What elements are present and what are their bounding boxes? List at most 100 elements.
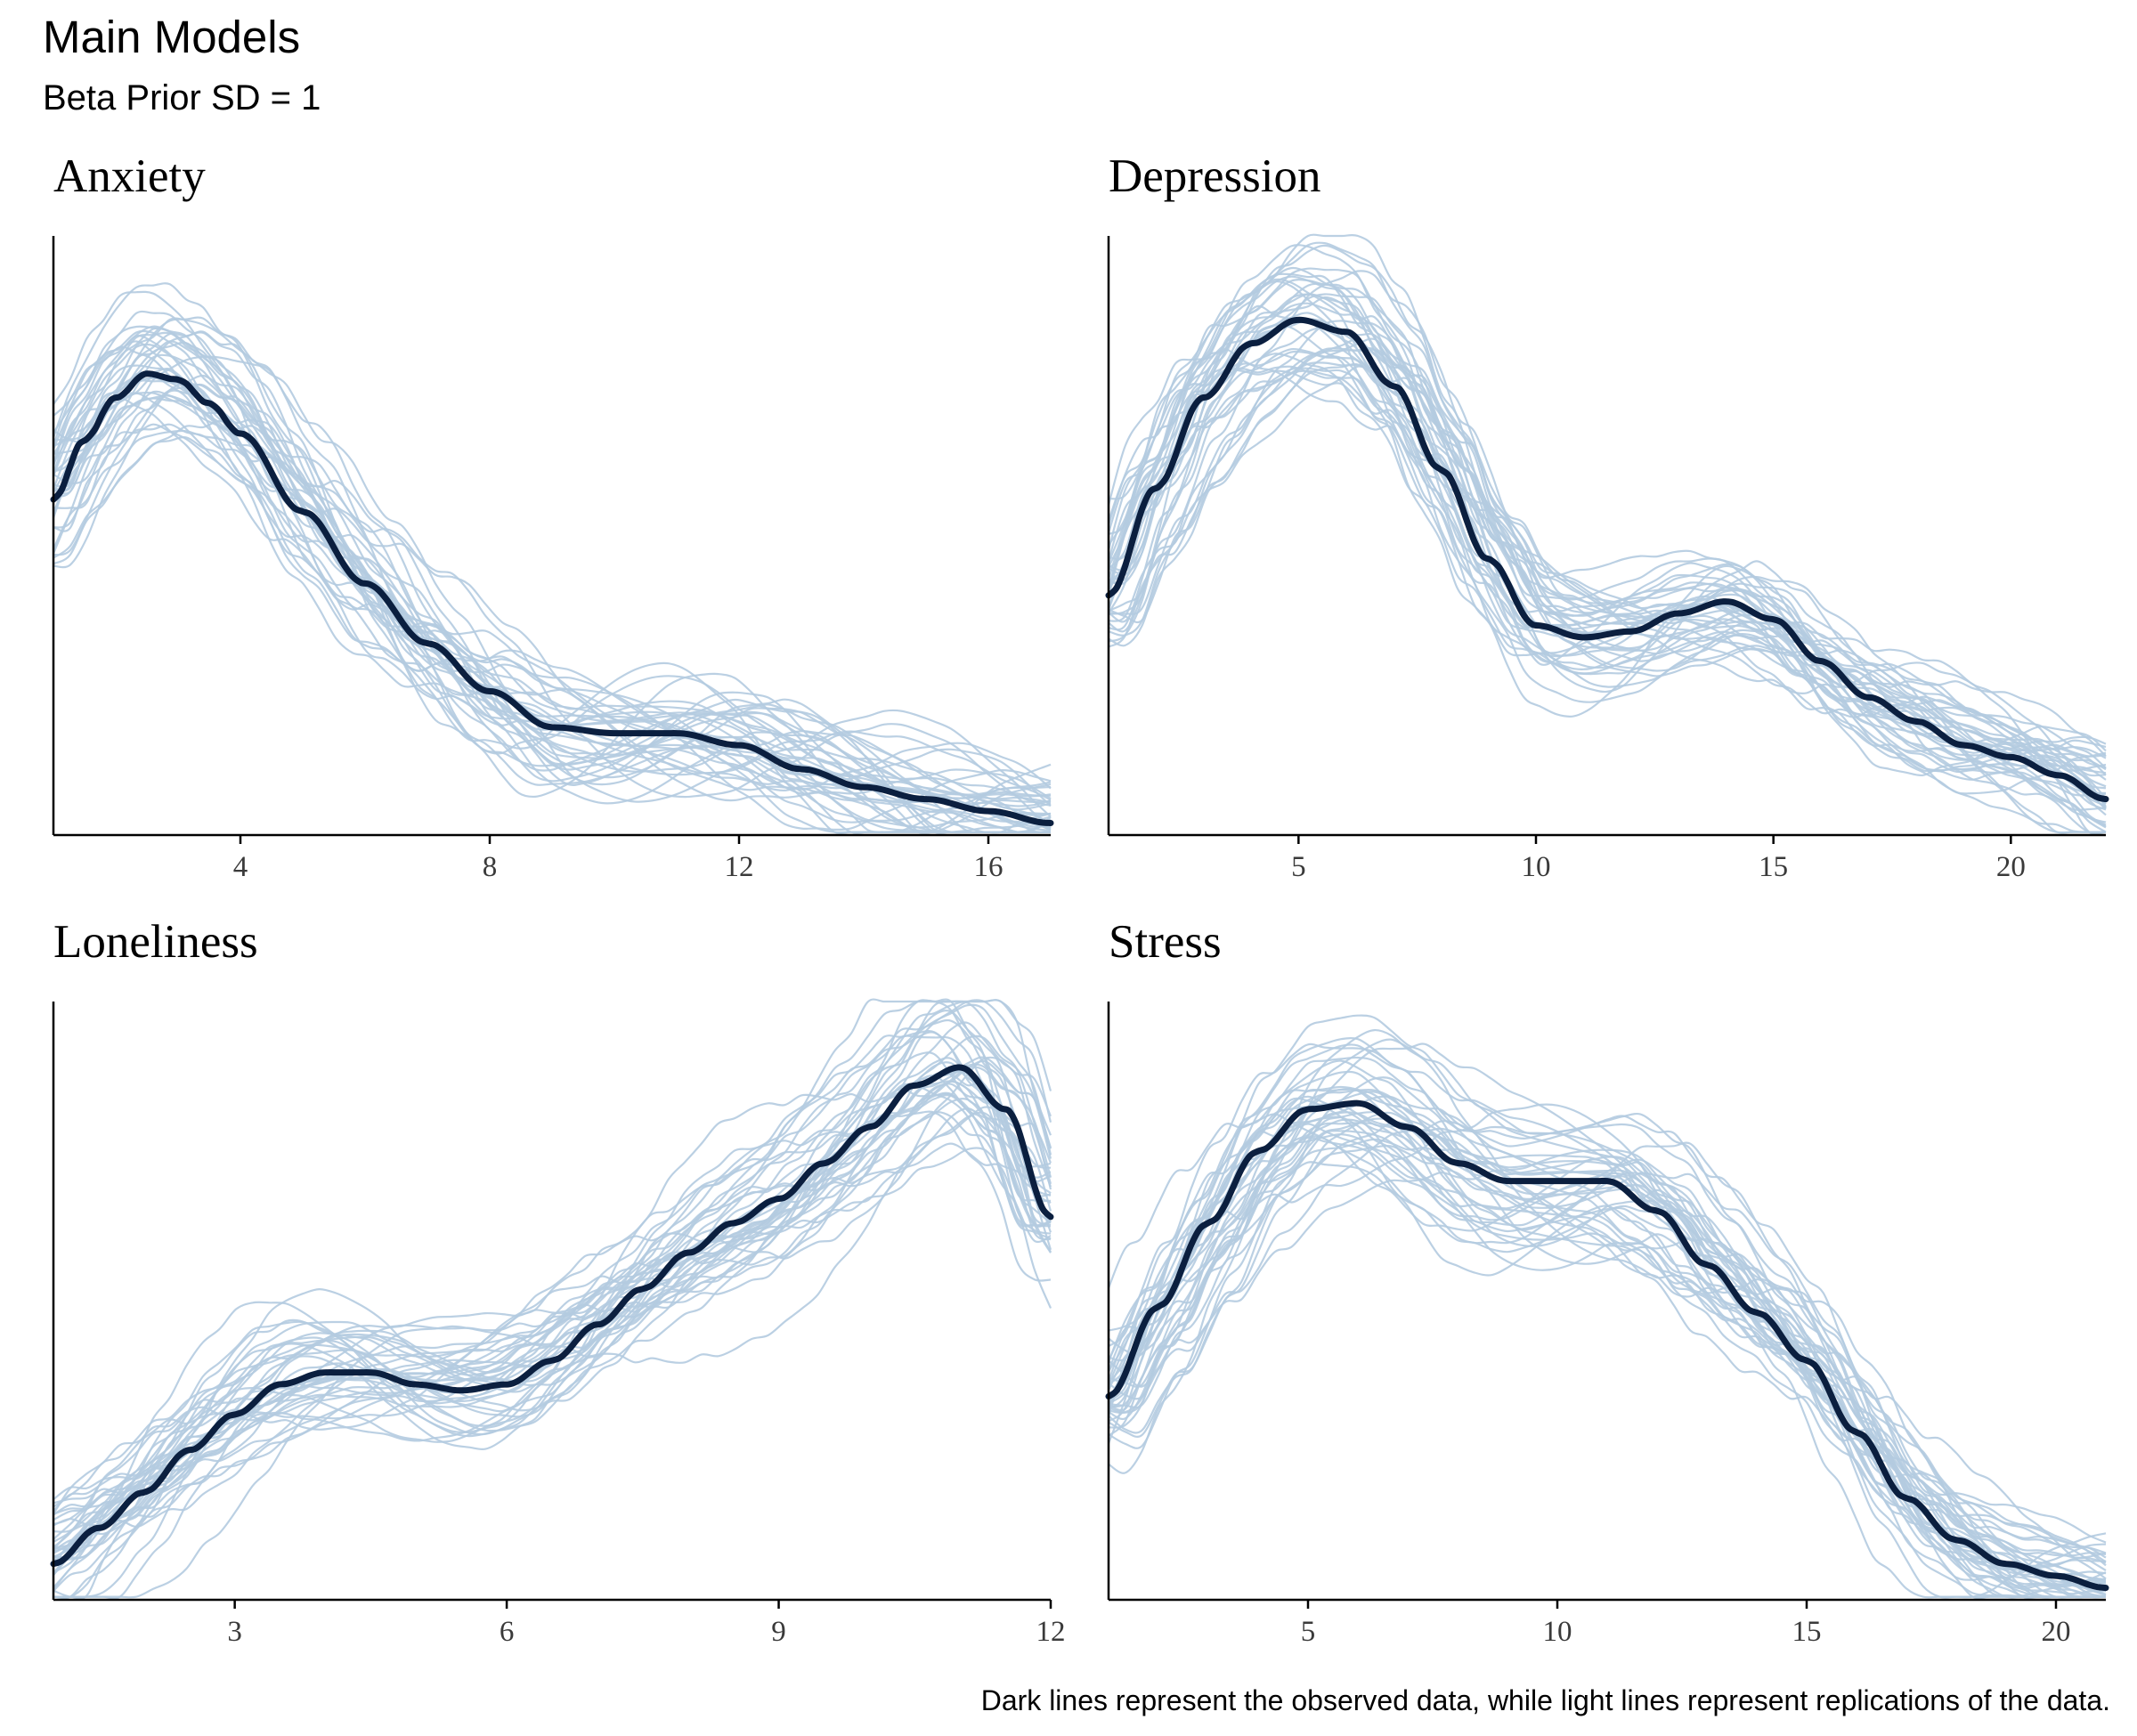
- replication-line: [1108, 1095, 2107, 1599]
- replication-line: [1108, 1138, 2107, 1588]
- replication-line: [53, 1080, 1052, 1543]
- replication-line: [1108, 347, 2107, 799]
- replication-line: [52, 329, 1052, 831]
- replication-line: [1108, 338, 2107, 829]
- replication-line: [1108, 1076, 2107, 1590]
- figure-caption: Dark lines represent the observed data, …: [980, 1684, 2110, 1716]
- x-tick-label: 16: [974, 851, 1003, 883]
- replication-line: [53, 1142, 1052, 1568]
- replication-line: [1107, 1132, 2107, 1581]
- replication-line: [53, 1071, 1052, 1521]
- replication-line: [1108, 293, 2107, 802]
- replication-line: [1107, 348, 2107, 758]
- replication-line: [53, 353, 1052, 829]
- replication-line: [1108, 1091, 2107, 1567]
- replication-line: [1108, 1161, 2107, 1581]
- observed-line: [1105, 1099, 2109, 1592]
- replication-line: [53, 1057, 1052, 1515]
- replication-line: [52, 379, 1052, 803]
- observed-line: [50, 370, 1054, 826]
- replication-line: [1107, 278, 2107, 795]
- replication-line: [53, 1010, 1052, 1577]
- replication-line: [1108, 337, 2106, 834]
- replication-line: [53, 355, 1052, 831]
- replication-line: [53, 331, 1051, 834]
- replication-line: [1108, 326, 2107, 769]
- x-tick-label: 15: [1759, 851, 1788, 883]
- replication-line: [53, 1083, 1052, 1592]
- replication-line: [1108, 1038, 2107, 1595]
- replication-line: [1108, 1121, 2107, 1599]
- replication-line: [1108, 1042, 2107, 1571]
- replication-line: [53, 1051, 1052, 1508]
- x-tick-label: 10: [1543, 1616, 1572, 1648]
- replication-line: [1108, 267, 2107, 807]
- replication-line: [1108, 244, 2107, 758]
- replication-line: [1107, 275, 2107, 790]
- x-tick-label: 20: [2042, 1616, 2071, 1648]
- replication-line: [53, 1106, 1052, 1562]
- replication-line: [1108, 1095, 2107, 1554]
- panel-loneliness: Loneliness 3 6 9 12: [50, 916, 1066, 1648]
- replication-line: [1107, 279, 2107, 788]
- replication-line: [1108, 347, 2107, 805]
- replication-line: [1107, 365, 2107, 834]
- panel-title: Stress: [1109, 916, 1222, 968]
- panel-depression: Depression 5 10 15 20: [1105, 150, 2109, 883]
- replication-line: [1108, 320, 2107, 828]
- replication-line: [1108, 282, 2107, 761]
- replication-line: [53, 1107, 1052, 1554]
- replication-line: [53, 1083, 1052, 1599]
- replication-line: [53, 391, 1052, 833]
- figure-subtitle: Beta Prior SD = 1: [43, 78, 321, 118]
- replication-line: [53, 999, 1052, 1559]
- replication-line: [53, 423, 1051, 834]
- replication-line: [53, 325, 1051, 833]
- replication-line: [1107, 244, 2107, 811]
- replication-line: [1107, 296, 2107, 811]
- x-tick-label: 8: [483, 851, 498, 883]
- replication-line: [1108, 1148, 2107, 1588]
- replication-line: [53, 1080, 1052, 1551]
- x-tick-label: 10: [1522, 851, 1551, 883]
- replication-line: [53, 374, 1052, 831]
- x-tick-label: 12: [725, 851, 754, 883]
- panel-title: Anxiety: [53, 150, 206, 202]
- panel-stress: Stress 5 10 15 20: [1105, 916, 2109, 1648]
- replication-line: [53, 1091, 1052, 1529]
- x-tick-label: 6: [500, 1616, 515, 1648]
- replication-line: [53, 317, 1052, 803]
- panel-anxiety: Anxiety 4 8 12 16: [50, 150, 1054, 883]
- panel-title: Depression: [1109, 150, 1320, 202]
- replication-line: [1108, 1028, 2106, 1599]
- replication-line: [53, 436, 1051, 834]
- replication-line: [52, 282, 1052, 807]
- x-tick-label: 4: [233, 851, 248, 883]
- replication-line: [52, 340, 1052, 823]
- replication-line: [1107, 1036, 2107, 1544]
- x-tick-label: 20: [1996, 851, 2026, 883]
- replication-line: [1108, 1042, 2107, 1570]
- replication-line: [1108, 293, 2107, 808]
- x-tick-label: 12: [1036, 1616, 1066, 1648]
- x-tick-label: 9: [771, 1616, 786, 1648]
- replication-line: [1107, 1118, 2106, 1598]
- figure-title: Main Models: [43, 12, 301, 62]
- x-tick-label: 5: [1301, 1616, 1316, 1648]
- replication-line: [53, 1030, 1052, 1516]
- replication-line: [1107, 1102, 2106, 1599]
- replication-line: [1107, 353, 2107, 775]
- replication-line: [1107, 280, 2106, 834]
- replication-line: [53, 1063, 1052, 1560]
- replication-line: [53, 419, 1052, 834]
- replication-line: [1108, 1120, 2107, 1564]
- replication-line: [53, 423, 1052, 834]
- observed-line: [50, 1064, 1054, 1568]
- replication-line: [1108, 1014, 2107, 1598]
- panel-title: Loneliness: [53, 916, 258, 968]
- replication-line: [53, 290, 1052, 811]
- replication-line: [52, 330, 1052, 835]
- x-tick-label: 3: [227, 1616, 242, 1648]
- x-tick-label: 15: [1792, 1616, 1822, 1648]
